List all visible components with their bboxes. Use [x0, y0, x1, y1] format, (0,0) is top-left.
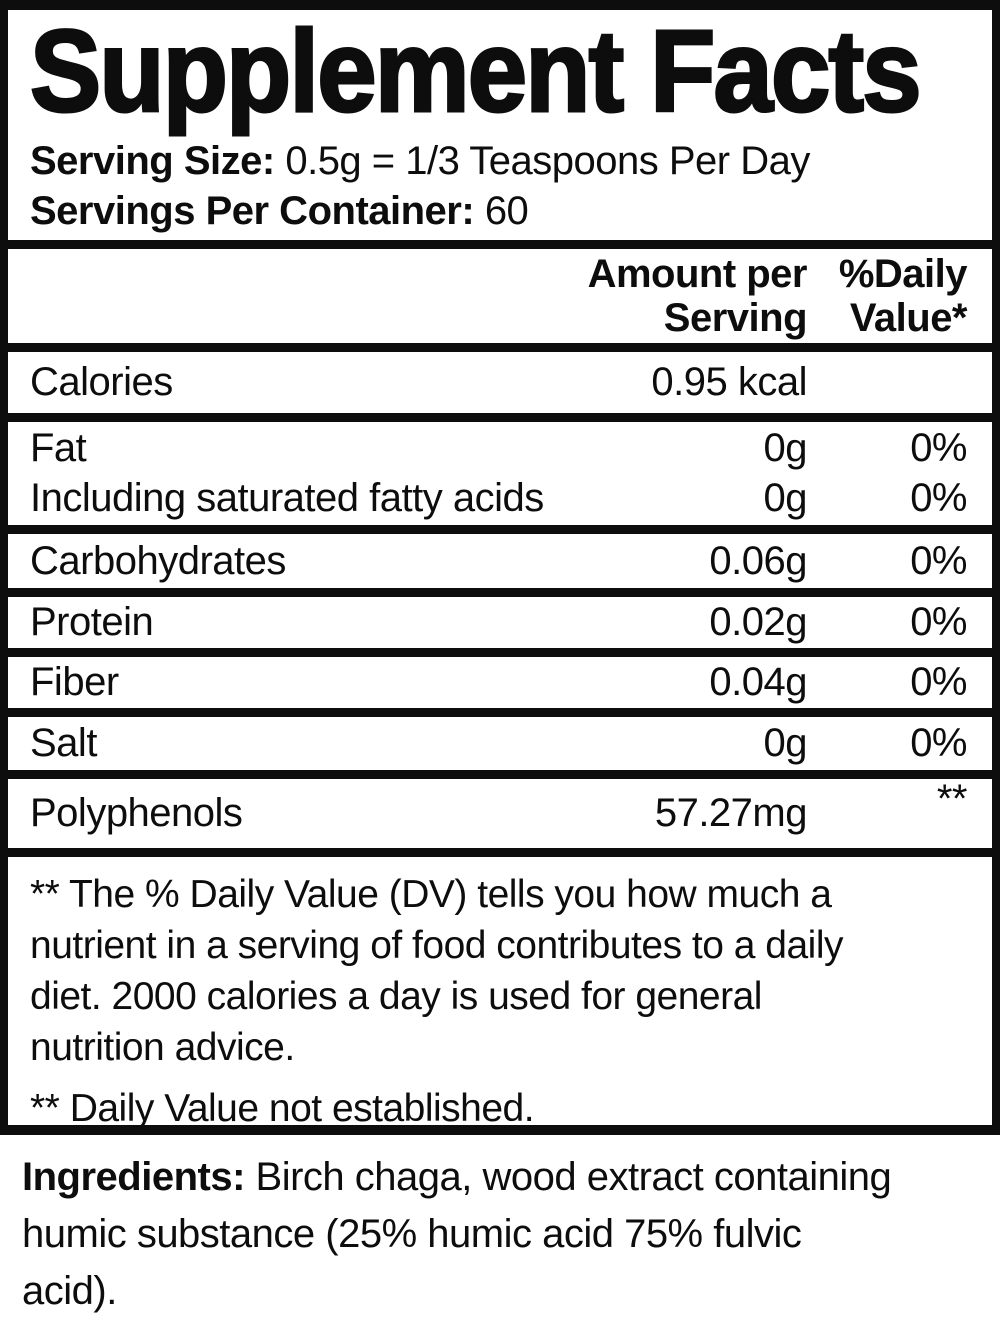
ingredients-line: humic substance (25% humic acid 75% fulv… — [22, 1212, 802, 1256]
table-row-group-fat: Fat 0g 0% Including saturated fatty acid… — [8, 422, 992, 525]
divider-bar — [8, 343, 992, 352]
footnote-line: nutrition advice. — [30, 1026, 295, 1069]
servings-per-container-value: 60 — [484, 189, 529, 233]
ingredients-label: Ingredients: — [22, 1155, 245, 1199]
nutrient-dv: 0% — [910, 426, 967, 471]
nutrient-name: Calories — [30, 360, 173, 404]
footnote-line: nutrient in a serving of food contribute… — [30, 924, 844, 967]
footnote-line: diet. 2000 calories a day is used for ge… — [30, 975, 762, 1018]
nutrient-amount: 0g — [763, 475, 808, 520]
nutrient-amount: 0.06g — [709, 538, 807, 583]
serving-size-line: Serving Size: 0.5g = 1/3 Teaspoons Per D… — [30, 136, 967, 186]
nutrient-name: Polyphenols — [30, 791, 243, 835]
nutrient-amount: 0.04g — [709, 660, 807, 704]
ingredients-text: Birch chaga, wood extract containing — [255, 1155, 892, 1199]
divider-bar — [8, 525, 992, 534]
nutrient-dv: ** — [807, 777, 968, 836]
nutrient-dv: 0% — [910, 721, 967, 765]
divider-bar — [8, 240, 992, 249]
table-header: Amount per Serving %Daily Value* — [8, 249, 992, 343]
table-row-protein: Protein 0.02g 0% — [8, 597, 992, 648]
table-row-fat: Fat 0g 0% — [8, 426, 992, 471]
no-dv-asterisks: ** — [936, 777, 968, 821]
table-row-fiber: Fiber 0.04g 0% — [8, 657, 992, 708]
table-row-saturated-fat: Including saturated fatty acids 0g 0% — [8, 476, 992, 521]
nutrient-name: Including saturated fatty acids — [30, 475, 544, 520]
table-row-salt: Salt 0g 0% — [8, 717, 992, 770]
serving-size-value: 0.5g = 1/3 Teaspoons Per Day — [285, 139, 810, 183]
nutrient-name: Fiber — [30, 660, 119, 704]
ingredients-section: Ingredients: Birch chaga, wood extract c… — [0, 1149, 1000, 1320]
servings-per-container-line: Servings Per Container: 60 — [30, 186, 967, 236]
nutrient-dv: 0% — [910, 660, 967, 704]
nutrient-dv: 0% — [910, 538, 967, 583]
nutrient-amount: 0g — [763, 721, 808, 765]
supplement-facts-panel: Supplement Facts Serving Size: 0.5g = 1/… — [0, 0, 1000, 1135]
divider-bar — [8, 413, 992, 422]
nutrient-dv: 0% — [910, 600, 967, 644]
panel-title: Supplement Facts — [29, 6, 923, 136]
table-row-carbohydrates: Carbohydrates 0.06g 0% — [8, 534, 992, 588]
panel-title-wrap: Supplement Facts — [8, 10, 992, 132]
table-row-polyphenols: Polyphenols 57.27mg ** — [8, 777, 992, 848]
nutrient-amount: 0.02g — [709, 600, 807, 644]
nutrient-name: Fat — [30, 426, 87, 471]
divider-bar — [8, 648, 992, 657]
nutrient-name: Salt — [30, 721, 97, 765]
dv-not-established-note: ** Daily Value not established. — [30, 1087, 535, 1130]
divider-bar — [8, 588, 992, 597]
divider-bar — [8, 770, 992, 779]
servings-per-container-label: Servings Per Container: — [30, 189, 475, 233]
footnote-section: ** The % Daily Value (DV) tells you how … — [8, 857, 992, 1130]
nutrient-name: Carbohydrates — [30, 538, 286, 583]
amount-per-serving-header: Amount per Serving — [587, 252, 808, 340]
divider-bar — [8, 848, 992, 857]
ingredients-line: acid). — [22, 1269, 117, 1313]
serving-info: Serving Size: 0.5g = 1/3 Teaspoons Per D… — [8, 132, 992, 240]
nutrient-dv: 0% — [910, 475, 967, 520]
ingredients-line: Ingredients: Birch chaga, wood extract c… — [22, 1149, 975, 1206]
daily-value-header: %Daily Value* — [838, 252, 968, 340]
nutrient-name: Protein — [30, 600, 154, 644]
serving-size-label: Serving Size: — [30, 139, 275, 183]
nutrient-amount: 57.27mg — [654, 791, 808, 835]
footnote-line: ** The % Daily Value (DV) tells you how … — [30, 873, 832, 916]
nutrient-amount: 0.95 kcal — [651, 360, 807, 404]
table-row-calories: Calories 0.95 kcal — [8, 352, 992, 413]
dv-explanation: ** The % Daily Value (DV) tells you how … — [30, 869, 967, 1073]
divider-bar — [8, 708, 992, 717]
nutrient-amount: 0g — [763, 426, 808, 471]
